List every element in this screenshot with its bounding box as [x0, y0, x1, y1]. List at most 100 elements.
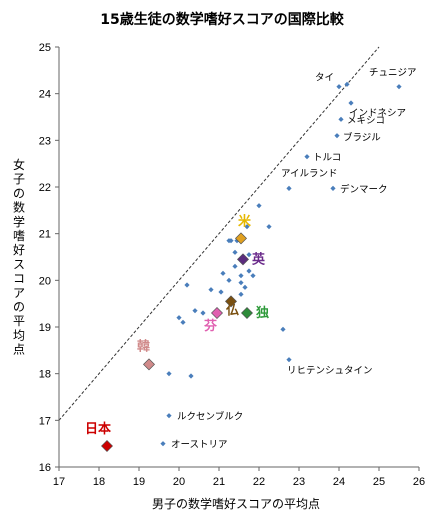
data-point: [238, 273, 244, 279]
data-point: [166, 371, 172, 377]
data-point-label: アイルランド: [281, 168, 338, 179]
data-point-label: オーストリア: [171, 440, 228, 451]
data-point: [286, 185, 292, 191]
y-tick-label: 18: [39, 369, 51, 381]
data-point: [238, 291, 244, 297]
data-point: [184, 282, 190, 288]
y-axis-label-char: 均: [13, 328, 25, 342]
data-point: [160, 441, 166, 447]
data-point: [344, 81, 350, 87]
data-point-label: デンマーク: [340, 183, 388, 195]
data-point-label: タイ: [315, 73, 334, 84]
y-tick-label: 21: [39, 229, 51, 241]
y-axis-label-char: 嗜: [13, 229, 25, 243]
highlighted-point-label: 独: [256, 305, 269, 321]
data-point: [242, 284, 248, 290]
x-tick-label: 23: [293, 476, 305, 488]
y-axis-label-char: 女: [13, 157, 25, 172]
highlighted-point-label: 英: [251, 251, 266, 267]
data-point-label: ブラジル: [343, 132, 381, 144]
data-point-label: チュニジア: [369, 68, 417, 79]
data-point: [256, 203, 262, 209]
highlighted-point: [143, 358, 155, 371]
data-point: [334, 133, 340, 139]
data-point: [330, 185, 336, 191]
y-axis-label-char: ア: [13, 286, 25, 300]
data-point: [192, 308, 198, 314]
y-tick-label: 17: [39, 415, 51, 427]
x-tick-label: 21: [213, 476, 225, 488]
x-tick-label: 22: [253, 476, 265, 488]
x-tick-label: 18: [93, 476, 105, 488]
data-points: [160, 81, 402, 447]
data-point-label: メキシコ: [347, 115, 385, 126]
x-tick-label: 20: [173, 476, 185, 488]
y-tick-label: 16: [39, 462, 51, 474]
data-point: [228, 238, 234, 244]
y-axis-label-char: 好: [13, 243, 25, 257]
y-axis-label-char: 平: [13, 314, 25, 328]
data-point: [246, 268, 252, 274]
data-point: [244, 224, 250, 230]
reference-line-layer: [58, 46, 380, 421]
point-labels: タイ チュニジアインドネシアメキシコブラジルトルコアイルランドデンマークリヒテンシ…: [171, 68, 417, 451]
highlighted-point: [211, 307, 223, 319]
highlighted-point: [241, 307, 253, 319]
y-axis-label-char: 点: [13, 343, 25, 357]
data-point: [208, 287, 214, 293]
highlighted-point: [235, 232, 247, 245]
highlighted-point: [101, 440, 113, 452]
data-point: [232, 249, 238, 255]
y-tick-label: 24: [39, 89, 51, 101]
data-point-label: トルコ: [313, 153, 341, 164]
chart-title: 15歳生徒の数学嗜好スコアの国際比較: [100, 11, 344, 28]
x-tick-label: 25: [373, 476, 385, 488]
x-tick-label: 17: [53, 476, 65, 488]
x-axis-label: 男子の数学嗜好スコアの平均点: [152, 496, 320, 511]
y-axis-label-char: の: [13, 186, 25, 200]
data-point-label: インドネシア: [349, 108, 406, 119]
y-axis-label-char: の: [13, 300, 25, 314]
data-point: [348, 100, 354, 106]
data-point: [200, 310, 206, 316]
y-tick-label: 25: [39, 42, 51, 54]
y-axis-label-char: ス: [13, 257, 25, 271]
data-point: [220, 270, 226, 276]
y-tick-label: 23: [39, 135, 51, 147]
data-point: [246, 252, 252, 258]
y-axis-label-char: 数: [13, 200, 25, 215]
data-point: [232, 263, 238, 269]
highlighted-point: [237, 253, 249, 266]
data-point: [396, 84, 402, 90]
highlighted-point-label: 米: [238, 213, 252, 229]
highlighted-point-label: 芬: [203, 318, 218, 334]
data-point-label: ルクセンブルク: [177, 411, 243, 423]
data-point: [338, 116, 344, 122]
reference-line: [58, 46, 380, 421]
data-point: [266, 224, 272, 230]
x-tick-label: 26: [413, 476, 425, 488]
x-tick-label: 19: [133, 476, 145, 488]
data-point: [286, 357, 292, 363]
y-axis-label-char: 子: [13, 172, 25, 186]
x-tick-label: 24: [333, 476, 345, 488]
data-point: [180, 319, 186, 325]
data-point: [176, 315, 182, 321]
data-point: [188, 373, 194, 379]
highlighted-point-label: 韓: [137, 338, 150, 354]
data-point: [250, 273, 256, 279]
data-point: [336, 84, 342, 90]
data-point: [280, 326, 286, 332]
data-point: [218, 289, 224, 295]
y-axis-label-char: コ: [13, 272, 25, 286]
data-point: [166, 413, 172, 419]
highlighted-point-label: 仏: [226, 303, 239, 318]
y-tick-label: 22: [39, 182, 51, 194]
data-point-label: リヒテンシュタイン: [287, 366, 373, 377]
y-axis-label-char: 学: [13, 214, 25, 229]
y-tick-label: 20: [39, 275, 51, 287]
